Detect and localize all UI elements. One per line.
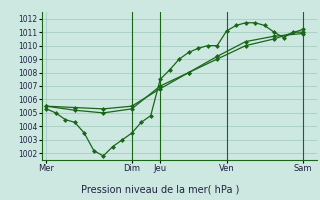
Text: Pression niveau de la mer( hPa ): Pression niveau de la mer( hPa )	[81, 184, 239, 194]
